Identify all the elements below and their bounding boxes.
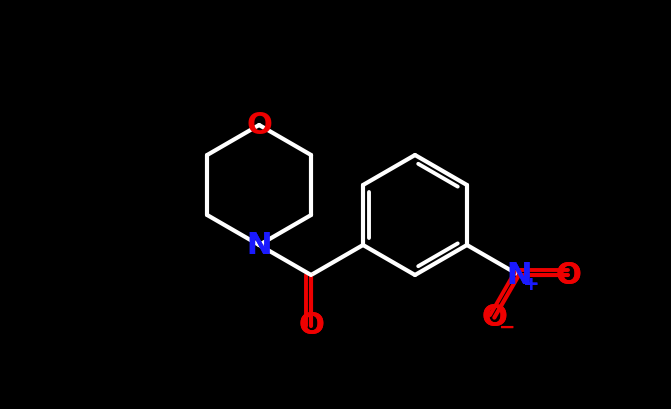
Text: O: O [555,261,581,290]
Text: O: O [555,261,581,290]
Text: +: + [523,276,539,294]
Text: +: + [523,276,539,294]
Text: N: N [246,231,272,259]
Text: −: − [499,318,515,337]
Text: −: − [499,318,515,337]
Text: O: O [481,303,507,332]
Text: O: O [298,312,324,341]
Text: O: O [298,312,324,341]
Text: O: O [246,110,272,139]
Text: N: N [506,261,531,290]
Text: N: N [506,261,531,290]
Text: O: O [481,303,507,332]
Text: N: N [246,231,272,259]
